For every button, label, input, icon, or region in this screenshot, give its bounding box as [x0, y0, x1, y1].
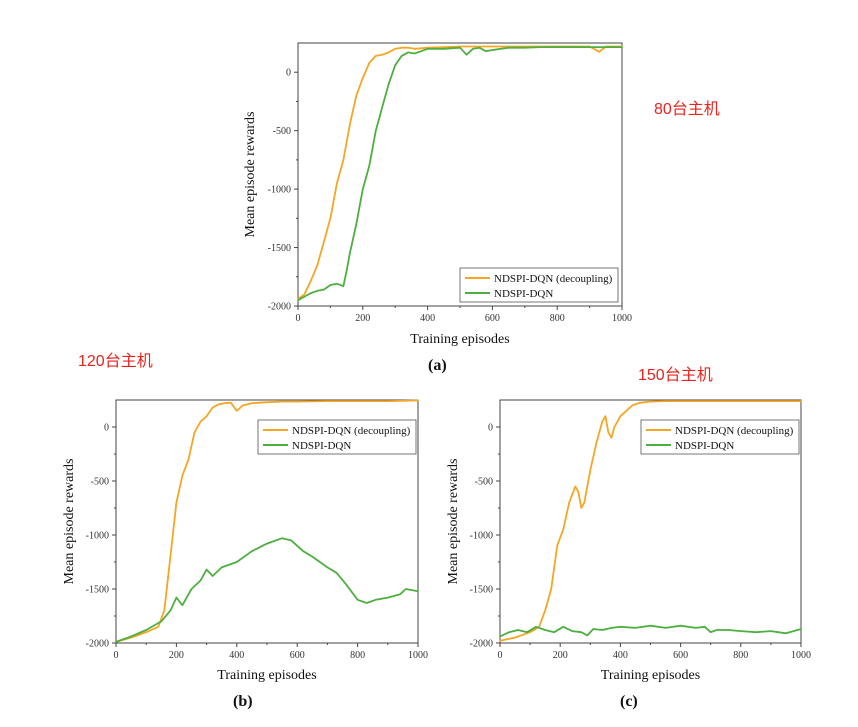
x-tick-label: 200 [553, 650, 568, 661]
series-line-baseline [115, 537, 419, 643]
panel-label-c: (c) [620, 693, 638, 710]
legend-box [257, 419, 417, 455]
series-line-baseline [297, 46, 623, 302]
y-axis-title: Mean episode rewards [62, 459, 77, 585]
x-tick-label: 400 [613, 650, 628, 661]
annotation-150-hosts: 150台主机 [638, 367, 713, 384]
legend-label: NDSPI-DQN (decoupling) [675, 425, 794, 437]
series-line-decoupling [499, 400, 802, 642]
x-tick-label: 1000 [612, 313, 632, 324]
y-tick-label: -1000 [268, 185, 291, 196]
x-tick-label: 600 [485, 313, 500, 324]
y-tick-label: -500 [91, 477, 109, 488]
x-axis-title: Training episodes [410, 332, 509, 347]
x-tick-label: 800 [733, 650, 748, 661]
y-tick-label: -1500 [86, 585, 109, 596]
y-tick-label: -1000 [86, 531, 109, 542]
x-axis-title: Training episodes [217, 668, 316, 683]
x-tick-label: 200 [355, 313, 370, 324]
legend-label: NDSPI-DQN [675, 440, 734, 452]
legend-label: NDSPI-DQN [494, 288, 553, 300]
series-line-baseline [499, 624, 802, 638]
y-tick-label: -1500 [268, 243, 291, 254]
y-tick-label: -500 [273, 126, 291, 137]
x-tick-label: 600 [673, 650, 688, 661]
y-tick-label: -2000 [470, 639, 493, 650]
y-tick-label: -1500 [470, 585, 493, 596]
series-line-decoupling [115, 399, 419, 643]
x-tick-label: 0 [114, 650, 119, 661]
y-tick-label: 0 [104, 423, 109, 434]
x-tick-label: 200 [169, 650, 184, 661]
y-tick-label: -500 [475, 477, 493, 488]
x-tick-label: 400 [229, 650, 244, 661]
x-tick-label: 800 [350, 650, 365, 661]
y-tick-label: 0 [488, 423, 493, 434]
legend-label: NDSPI-DQN (decoupling) [292, 425, 411, 437]
y-axis-title: Mean episode rewards [446, 459, 461, 585]
x-tick-label: 0 [498, 650, 503, 661]
annotation-80-hosts: 80台主机 [654, 101, 720, 118]
x-tick-label: 400 [420, 313, 435, 324]
legend-label: NDSPI-DQN [292, 440, 351, 452]
x-axis-title: Training episodes [601, 668, 700, 683]
annotation-120-hosts: 120台主机 [78, 353, 153, 370]
x-tick-label: 800 [550, 313, 565, 324]
x-tick-label: 600 [290, 650, 305, 661]
x-tick-label: 0 [296, 313, 301, 324]
panel-label-b: (b) [233, 693, 253, 710]
legend-label: NDSPI-DQN (decoupling) [494, 273, 613, 285]
x-tick-label: 1000 [408, 650, 428, 661]
panel-label-a: (a) [428, 357, 447, 374]
y-tick-label: 0 [286, 68, 291, 79]
y-tick-label: -1000 [470, 531, 493, 542]
y-axis-title: Mean episode rewards [243, 112, 258, 238]
legend-box [640, 419, 800, 455]
y-tick-label: -2000 [268, 302, 291, 313]
x-tick-label: 1000 [791, 650, 811, 661]
y-tick-label: -2000 [86, 639, 109, 650]
legend-box [459, 267, 619, 303]
